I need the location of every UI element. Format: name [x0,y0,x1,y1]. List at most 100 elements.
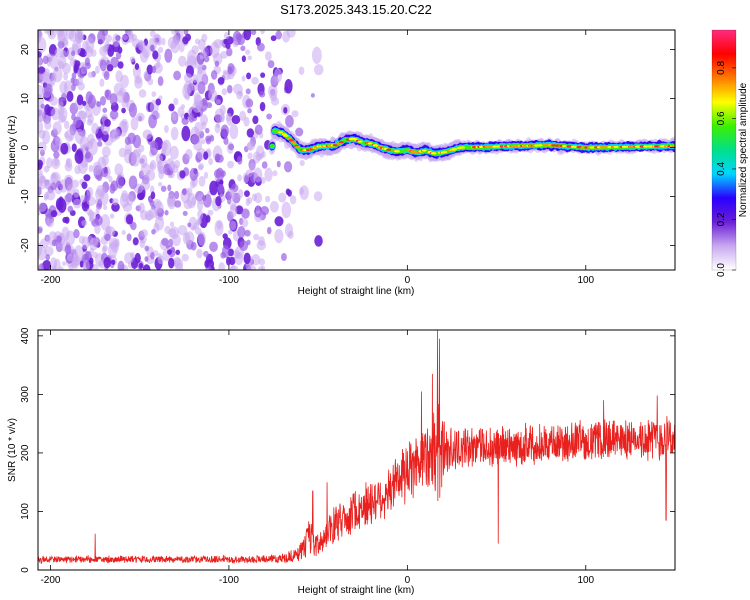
noise-blob [44,83,53,97]
noise-blob [229,265,236,270]
noise-blob [64,244,72,255]
noise-blob [73,60,81,68]
signal-core [551,144,557,147]
noise-blob [102,205,108,211]
noise-blob [99,59,107,72]
noise-blob [50,107,60,121]
spectrogram-signal-track [268,121,675,163]
noise-blob [185,148,193,160]
noise-blob [201,97,208,106]
signal-core [589,146,595,149]
noise-blob [104,118,111,127]
noise-blob [58,266,64,270]
noise-blob [87,71,94,78]
noise-blob [46,235,51,243]
noise-blob [190,134,201,145]
signal-core [278,131,284,134]
noise-blob [38,56,42,69]
noise-blob [38,109,45,122]
noise-blob [38,94,42,100]
noise-blob [106,64,114,72]
noise-blob [194,54,204,71]
noise-blob [161,141,168,151]
noise-blob [156,60,161,68]
noise-blob [261,177,266,184]
noise-blob [44,246,54,257]
noise-blob [225,113,232,122]
noise-blob [299,159,305,167]
noise-blob [243,252,251,265]
noise-blob [90,49,97,57]
noise-blob [121,190,129,203]
spectrogram-frame [37,29,676,271]
y-tick-label: -10 [20,189,31,204]
noise-blob [254,124,263,135]
noise-blob [283,161,293,173]
noise-blob [139,209,148,221]
noise-blob [38,242,43,257]
noise-blob [46,157,53,169]
noise-blob [251,30,257,36]
noise-blob [246,72,252,80]
noise-blob [215,195,222,207]
noise-blob [128,102,138,118]
noise-blob [126,233,132,242]
noise-blob [50,210,58,218]
noise-blob [208,89,218,102]
signal-core [291,142,297,145]
noise-blob [132,64,141,79]
signal-core [643,145,648,148]
noise-blob [241,75,246,82]
noise-blob [246,142,253,151]
noise-blob [216,220,223,230]
signal-core [386,148,392,151]
noise-blob [215,154,224,163]
noise-blob [100,214,111,231]
noise-blob [151,65,157,74]
noise-blob [117,46,123,54]
noise-blob [258,258,266,266]
noise-blob [203,151,209,160]
noise-blob [56,235,62,243]
noise-blob [128,175,138,190]
noise-blob [241,208,250,219]
signal-core [338,141,344,144]
noise-blob [194,227,202,235]
noise-blob [167,194,176,208]
noise-blob [65,158,71,165]
noise-blob [237,226,246,238]
noise-blob [260,72,266,78]
noise-blob [38,227,43,234]
noise-blob [104,89,110,99]
noise-blob [134,63,140,70]
noise-blob [60,142,69,155]
noise-blob [80,194,86,203]
noise-blob [218,183,225,194]
noise-blob [42,259,52,270]
noise-blob [240,45,246,52]
noise-blob [43,165,50,173]
noise-blob [48,30,55,37]
noise-blob [157,76,164,87]
colorbar: 0.0 0.2 0.4 0.6 0.8 Normalized spectral ampl… [711,29,749,277]
noise-blob [291,110,299,118]
noise-blob [257,266,264,270]
signal-core [421,149,427,152]
x-tick-label: 0 [405,575,411,586]
noise-blob [62,261,67,267]
noise-blob [121,107,126,114]
noise-blob [229,220,237,231]
noise-blob [71,143,77,153]
noise-blob [101,146,111,158]
snr-y-title: SNR (10 * v/v) [7,418,18,482]
noise-blob [243,30,252,41]
noise-blob [97,140,103,147]
noise-blob [181,125,191,142]
spectrogram-noise-cloud [38,30,324,270]
noise-blob [148,37,157,52]
noise-blob [228,143,235,151]
noise-blob [266,226,272,235]
noise-blob [196,217,202,225]
noise-blob [73,188,80,198]
